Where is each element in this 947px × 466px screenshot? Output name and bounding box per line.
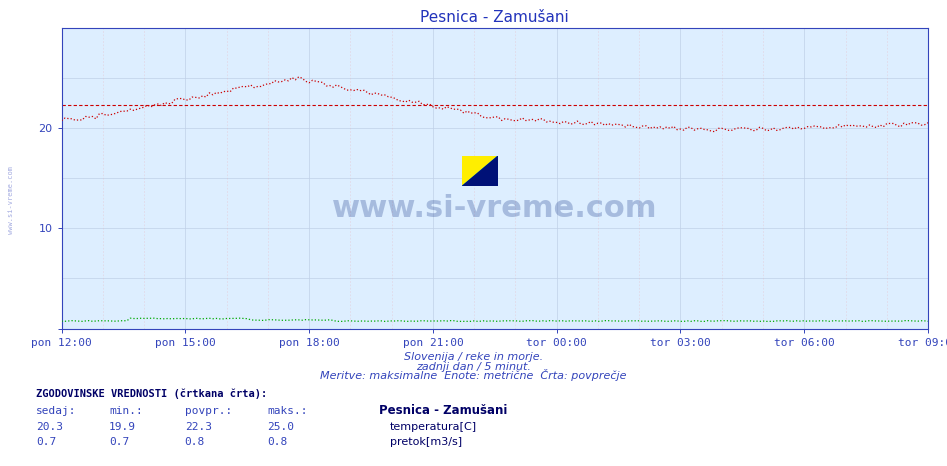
- Text: Meritve: maksimalne  Enote: metrične  Črta: povprečje: Meritve: maksimalne Enote: metrične Črta…: [320, 369, 627, 381]
- Polygon shape: [462, 156, 498, 186]
- Text: zadnji dan / 5 minut.: zadnji dan / 5 minut.: [416, 362, 531, 371]
- Text: 0.7: 0.7: [109, 438, 129, 447]
- Text: 22.3: 22.3: [185, 422, 212, 432]
- Text: min.:: min.:: [109, 406, 143, 416]
- Text: temperatura[C]: temperatura[C]: [390, 422, 477, 432]
- Text: www.si-vreme.com: www.si-vreme.com: [332, 194, 657, 223]
- Text: www.si-vreme.com: www.si-vreme.com: [9, 166, 14, 234]
- Text: sedaj:: sedaj:: [36, 406, 77, 416]
- Text: Slovenija / reke in morje.: Slovenija / reke in morje.: [404, 352, 543, 362]
- Title: Pesnica - Zamušani: Pesnica - Zamušani: [420, 10, 569, 26]
- Text: ZGODOVINSKE VREDNOSTI (črtkana črta):: ZGODOVINSKE VREDNOSTI (črtkana črta):: [36, 389, 267, 399]
- Text: maks.:: maks.:: [267, 406, 308, 416]
- Text: povpr.:: povpr.:: [185, 406, 232, 416]
- Text: 19.9: 19.9: [109, 422, 136, 432]
- Text: 25.0: 25.0: [267, 422, 295, 432]
- Text: pretok[m3/s]: pretok[m3/s]: [390, 438, 462, 447]
- Text: 20.3: 20.3: [36, 422, 63, 432]
- Polygon shape: [462, 156, 498, 186]
- Text: 0.8: 0.8: [185, 438, 205, 447]
- Text: 0.8: 0.8: [267, 438, 287, 447]
- Text: Pesnica - Zamušani: Pesnica - Zamušani: [379, 404, 508, 417]
- Polygon shape: [462, 156, 498, 186]
- Text: 0.7: 0.7: [36, 438, 56, 447]
